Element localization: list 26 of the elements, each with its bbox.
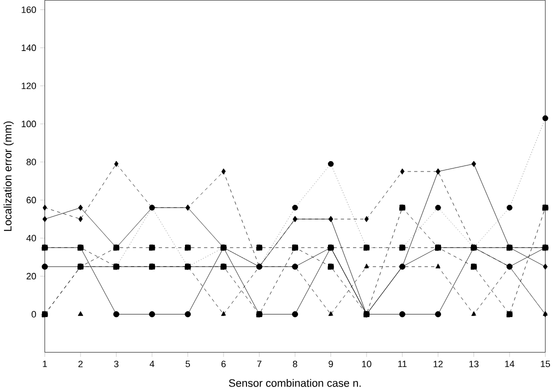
x-tick-label: 10 bbox=[362, 360, 372, 367]
x-tick-label: 7 bbox=[257, 360, 262, 367]
y-tick-label: 80 bbox=[26, 158, 36, 165]
x-tick-label: 12 bbox=[434, 360, 443, 367]
y-tick-label: 0 bbox=[32, 310, 36, 318]
x-tick-label: 14 bbox=[505, 360, 514, 367]
x-axis-title: Sensor combination case n. bbox=[228, 378, 361, 387]
y-tick-label: 120 bbox=[22, 82, 36, 89]
x-tick-label: 5 bbox=[186, 360, 190, 367]
y-tick-label: 20 bbox=[26, 272, 36, 280]
y-axis-title: Localization error (mm) bbox=[4, 121, 14, 231]
x-tick-label: 13 bbox=[469, 360, 479, 367]
x-tick-label: 2 bbox=[78, 360, 83, 367]
x-tick-label: 3 bbox=[114, 360, 118, 367]
y-tick-label: 100 bbox=[22, 120, 36, 127]
y-tick-label: 160 bbox=[22, 6, 36, 13]
x-tick-label: 6 bbox=[221, 360, 226, 367]
y-tick-label: 140 bbox=[22, 44, 36, 51]
x-tick-label: 11 bbox=[398, 360, 407, 367]
x-tick-label: 15 bbox=[540, 360, 550, 367]
x-tick-label: 8 bbox=[292, 360, 298, 367]
x-tick-label: 9 bbox=[328, 360, 333, 367]
x-tick-label: 4 bbox=[150, 360, 154, 367]
y-tick-label: 60 bbox=[26, 196, 36, 204]
y-tick-label: 40 bbox=[26, 234, 36, 242]
x-tick-label: 1 bbox=[42, 360, 47, 367]
